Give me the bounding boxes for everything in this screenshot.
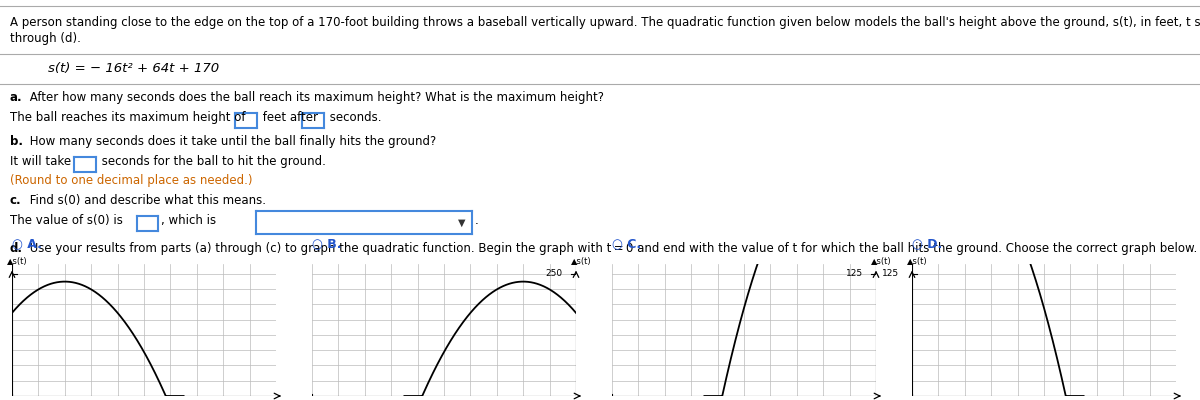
Text: Use your results from parts (a) through (c) to graph the quadratic function. Beg: Use your results from parts (a) through … (26, 242, 1198, 255)
Text: How many seconds does it take until the ball finally hits the ground?: How many seconds does it take until the … (26, 135, 437, 148)
Text: Find s(0) and describe what this means.: Find s(0) and describe what this means. (26, 194, 266, 207)
Text: ○ B.: ○ B. (312, 237, 342, 250)
Text: c.: c. (10, 194, 22, 207)
Text: A person standing close to the edge on the top of a 170-foot building throws a b: A person standing close to the edge on t… (10, 16, 1200, 29)
Text: d.: d. (10, 242, 23, 255)
Text: 125: 125 (846, 269, 863, 278)
Text: ○ A.: ○ A. (12, 237, 42, 250)
Text: After how many seconds does the ball reach its maximum height? What is the maxim: After how many seconds does the ball rea… (26, 91, 605, 104)
Text: The value of s(0) is: The value of s(0) is (10, 214, 126, 227)
Text: s(t) = − 16t² + 64t + 170: s(t) = − 16t² + 64t + 170 (48, 62, 220, 75)
Text: It will take: It will take (10, 155, 74, 168)
Text: The ball reaches its maximum height of: The ball reaches its maximum height of (10, 111, 248, 124)
Text: (Round to one decimal place as needed.): (Round to one decimal place as needed.) (10, 174, 252, 187)
Text: ○ D.: ○ D. (912, 237, 942, 250)
Text: ▲s(t): ▲s(t) (907, 258, 928, 266)
Text: feet after: feet after (259, 111, 322, 124)
Text: a.: a. (10, 91, 23, 104)
Text: 250: 250 (546, 269, 563, 278)
Text: 125: 125 (882, 269, 899, 278)
Text: , which is: , which is (161, 214, 216, 227)
Text: ▼: ▼ (457, 217, 466, 227)
Text: ▲s(t): ▲s(t) (571, 258, 592, 266)
Text: ▲s(t): ▲s(t) (7, 258, 28, 266)
Text: seconds for the ball to hit the ground.: seconds for the ball to hit the ground. (98, 155, 326, 168)
Text: ○ C.: ○ C. (612, 237, 641, 250)
Text: ▲s(t): ▲s(t) (871, 258, 892, 266)
Text: .: . (475, 214, 479, 227)
Text: seconds.: seconds. (326, 111, 382, 124)
Text: through (d).: through (d). (10, 32, 80, 45)
Text: b.: b. (10, 135, 23, 148)
